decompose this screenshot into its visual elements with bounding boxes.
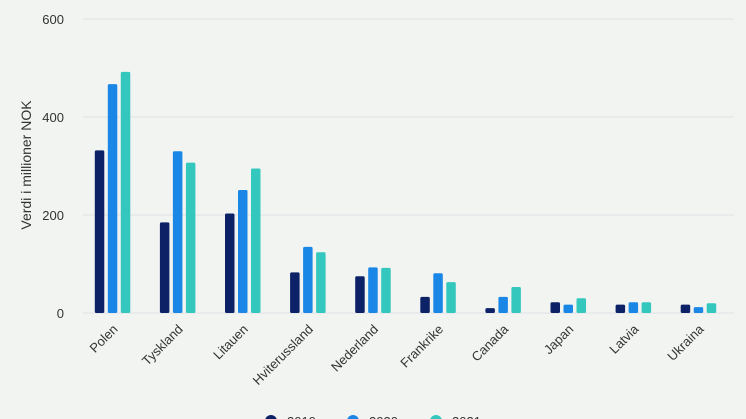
bar-polen-2019[interactable] — [94, 150, 105, 313]
bar-frankrike-2020[interactable] — [433, 273, 443, 313]
bar-polen-2020[interactable] — [107, 84, 118, 313]
bar-tyskland-2021[interactable] — [185, 162, 196, 313]
x-tick-label-latvia: Latvia — [606, 321, 642, 357]
bar-frankrike-2019[interactable] — [420, 296, 430, 313]
bar-hviterussland-2019[interactable] — [290, 272, 300, 313]
bars — [94, 71, 717, 313]
bar-polen-2021[interactable] — [120, 71, 131, 313]
y-axis-title: Verdi i millioner NOK — [18, 100, 34, 230]
bar-ukraina-2021[interactable] — [706, 303, 717, 313]
x-tick-label-frankrike: Frankrike — [397, 322, 446, 371]
x-tick-label-polen: Polen — [87, 322, 121, 356]
y-tick-label: 400 — [42, 110, 64, 125]
x-tick-label-ukraina: Ukraina — [664, 321, 707, 364]
bar-hviterussland-2021[interactable] — [316, 252, 326, 313]
bar-canada-2020[interactable] — [498, 296, 508, 313]
bar-litauen-2019[interactable] — [225, 213, 235, 313]
legend-marker-2020[interactable] — [347, 415, 359, 419]
bar-frankrike-2021[interactable] — [446, 282, 456, 313]
x-tick-label-japan: Japan — [541, 322, 577, 358]
y-tick-label: 200 — [42, 208, 64, 223]
bar-canada-2021[interactable] — [511, 287, 521, 313]
bar-nederland-2020[interactable] — [368, 267, 378, 313]
bar-latvia-2019[interactable] — [615, 304, 626, 313]
x-tick-label-litauen: Litauen — [210, 322, 251, 363]
bar-ukraina-2020[interactable] — [693, 307, 704, 313]
bar-nederland-2021[interactable] — [381, 267, 391, 313]
bar-litauen-2021[interactable] — [251, 168, 261, 313]
y-tick-label: 600 — [42, 12, 64, 27]
bar-nederland-2019[interactable] — [355, 276, 365, 313]
bar-litauen-2020[interactable] — [238, 190, 248, 313]
bar-tyskland-2020[interactable] — [172, 151, 183, 313]
bar-japan-2021[interactable] — [576, 298, 587, 313]
legend-marker-2021[interactable] — [430, 415, 442, 419]
bar-tyskland-2019[interactable] — [159, 222, 170, 313]
bar-ukraina-2019[interactable] — [680, 304, 691, 313]
legend-label-2021[interactable]: 2021 — [452, 414, 481, 419]
legend-marker-2019[interactable] — [265, 415, 277, 419]
bar-hviterussland-2020[interactable] — [303, 246, 313, 313]
legend-label-2019[interactable]: 2019 — [287, 414, 316, 419]
bar-japan-2020[interactable] — [563, 304, 574, 313]
bar-canada-2019[interactable] — [485, 308, 495, 313]
legend: 2019 2020 2021 — [265, 414, 481, 419]
x-tick-label-nederland: Nederland — [328, 322, 381, 375]
bar-latvia-2020[interactable] — [628, 302, 639, 313]
bar-japan-2019[interactable] — [550, 302, 561, 313]
y-axis-ticks: 0 200 400 600 — [42, 12, 64, 321]
x-tick-label-canada: Canada — [468, 321, 511, 364]
x-tick-label-hviterussland: Hviterussland — [250, 322, 316, 388]
x-tick-label-tyskland: Tyskland — [139, 322, 186, 369]
bar-latvia-2021[interactable] — [641, 302, 652, 313]
legend-label-2020[interactable]: 2020 — [369, 414, 398, 419]
y-tick-label: 0 — [57, 306, 64, 321]
